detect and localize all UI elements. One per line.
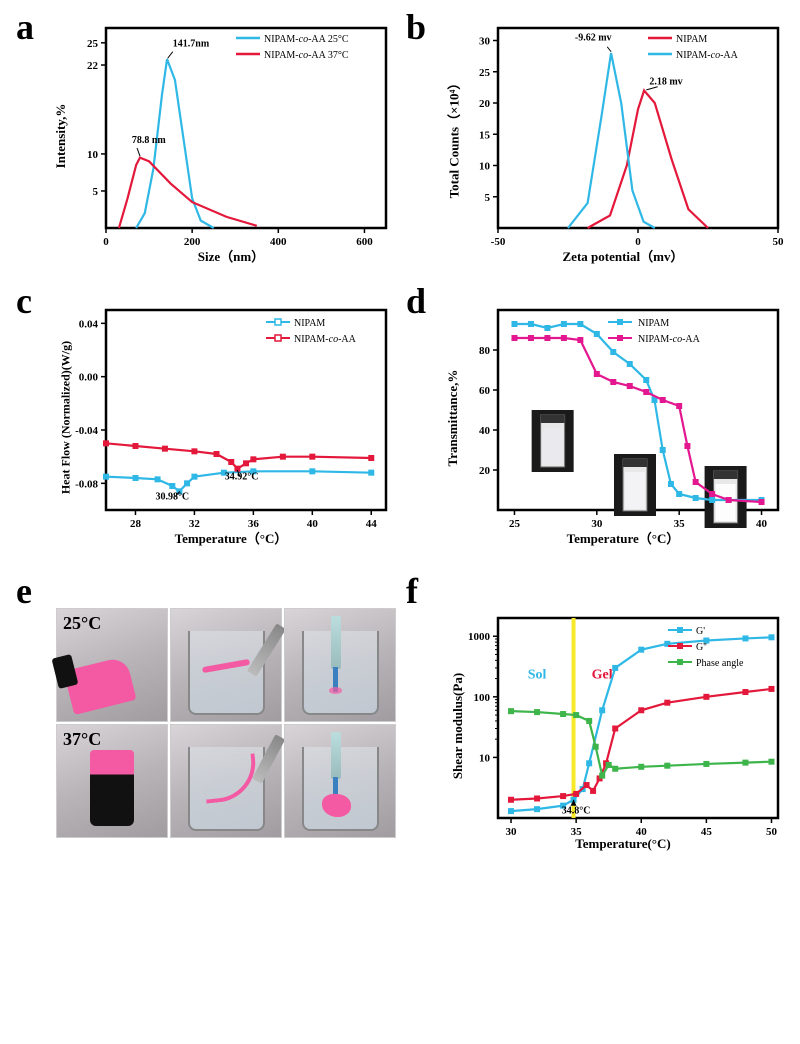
svg-text:28: 28: [130, 518, 142, 530]
svg-text:10: 10: [479, 752, 491, 764]
panel-c-xlabel: Temperature（°C）: [156, 528, 306, 547]
svg-text:NIPAM: NIPAM: [676, 34, 707, 45]
svg-text:2.18 mv: 2.18 mv: [649, 76, 682, 87]
photo-25-vial: 25°C: [56, 608, 168, 722]
svg-text:Sol: Sol: [528, 668, 547, 683]
svg-text:100: 100: [474, 692, 491, 704]
svg-text:60: 60: [479, 385, 491, 397]
svg-text:0.00: 0.00: [79, 372, 99, 384]
panel-f-label: f: [406, 570, 418, 612]
panel-c-chart: 2832364044-0.08-0.040.000.04NIPAMNIPAM-c…: [56, 300, 396, 550]
panel-a-ylabel: Intensity,%: [53, 86, 69, 186]
svg-text:-50: -50: [491, 236, 506, 248]
svg-text:NIPAM-co-AA: NIPAM-co-AA: [294, 334, 357, 345]
svg-text:30: 30: [506, 826, 518, 838]
panel-f-chart: 3035404550101001000SolGelG'G''Phase angl…: [448, 608, 788, 858]
svg-text:40: 40: [756, 518, 768, 530]
svg-text:Gel: Gel: [592, 668, 613, 683]
svg-text:20: 20: [479, 98, 491, 110]
panel-b-chart: -5005051015202530NIPAMNIPAM-co-AA-9.62 m…: [448, 18, 788, 268]
svg-text:NIPAM: NIPAM: [294, 318, 325, 329]
panel-d-label: d: [406, 280, 426, 322]
svg-text:0: 0: [103, 236, 109, 248]
svg-text:25: 25: [479, 67, 491, 79]
photo-37-pour: [170, 724, 282, 838]
svg-text:40: 40: [479, 425, 491, 437]
svg-text:45: 45: [701, 826, 713, 838]
panel-c-ylabel: Heat Flow (Normalized)(W/g): [59, 318, 74, 518]
panel-c-label: c: [16, 280, 32, 322]
panel-d-ylabel: Transmittance,%: [445, 358, 461, 478]
photo-37-vial: 37°C: [56, 724, 168, 838]
svg-text:NIPAM-co-AA 25°C: NIPAM-co-AA 25°C: [264, 34, 349, 45]
svg-text:34.8°C: 34.8°C: [562, 805, 591, 816]
svg-text:25: 25: [87, 38, 99, 50]
svg-text:15: 15: [479, 129, 491, 141]
svg-text:NIPAM-co-AA: NIPAM-co-AA: [676, 50, 739, 61]
panel-f-xlabel: Temperature(°C): [548, 836, 698, 852]
photo-25-inject: [284, 608, 396, 722]
panel-b-xlabel: Zeta potential（mv）: [543, 246, 703, 265]
svg-text:10: 10: [479, 161, 491, 173]
svg-text:G'': G'': [696, 642, 707, 653]
svg-text:Phase angle: Phase angle: [696, 658, 744, 669]
svg-text:50: 50: [766, 826, 778, 838]
panel-b-label: b: [406, 6, 426, 48]
panel-e-photos: 25°C 37°C: [56, 608, 396, 838]
panel-a-xlabel: Size（nm）: [156, 246, 306, 265]
svg-text:30.98°C: 30.98°C: [155, 491, 189, 502]
panel-b-ylabel: Total Counts（×10⁴）: [444, 73, 463, 203]
svg-text:0.04: 0.04: [79, 318, 99, 330]
svg-text:NIPAM-co-AA 37°C: NIPAM-co-AA 37°C: [264, 50, 349, 61]
svg-text:-0.08: -0.08: [75, 478, 98, 490]
photo-37-inject: [284, 724, 396, 838]
svg-text:40: 40: [307, 518, 319, 530]
svg-text:141.7nm: 141.7nm: [173, 39, 210, 50]
svg-text:50: 50: [773, 236, 785, 248]
svg-text:NIPAM-co-AA: NIPAM-co-AA: [638, 334, 701, 345]
svg-text:G': G': [696, 626, 705, 637]
panel-e-label: e: [16, 570, 32, 612]
panel-d-xlabel: Temperature（°C）: [548, 528, 698, 547]
temp-25-label: 25°C: [63, 613, 101, 634]
svg-text:78.8 nm: 78.8 nm: [132, 135, 167, 146]
svg-text:10: 10: [87, 149, 99, 161]
temp-37-label: 37°C: [63, 729, 101, 750]
svg-text:20: 20: [479, 465, 491, 477]
svg-text:44: 44: [366, 518, 378, 530]
svg-text:-9.62 mv: -9.62 mv: [575, 33, 612, 44]
svg-text:NIPAM: NIPAM: [638, 318, 669, 329]
figure: a 02004006005102225NIPAM-co-AA 25°CNIPAM…: [0, 0, 800, 1044]
photo-25-pour: [170, 608, 282, 722]
svg-text:22: 22: [87, 60, 99, 72]
panel-f-ylabel: Shear modulus(Pa): [450, 656, 466, 796]
svg-text:25: 25: [509, 518, 521, 530]
svg-text:600: 600: [356, 236, 373, 248]
panel-d-chart: 2530354020406080NIPAMNIPAM-co-AA Transmi…: [448, 300, 788, 550]
svg-text:5: 5: [93, 186, 99, 198]
svg-text:80: 80: [479, 345, 491, 357]
panel-a-chart: 02004006005102225NIPAM-co-AA 25°CNIPAM-c…: [56, 18, 396, 268]
svg-text:1000: 1000: [468, 631, 491, 643]
svg-text:-0.04: -0.04: [75, 425, 98, 437]
panel-a-label: a: [16, 6, 34, 48]
svg-text:30: 30: [479, 36, 491, 48]
svg-text:5: 5: [485, 192, 491, 204]
svg-text:34.92°C: 34.92°C: [225, 471, 259, 482]
